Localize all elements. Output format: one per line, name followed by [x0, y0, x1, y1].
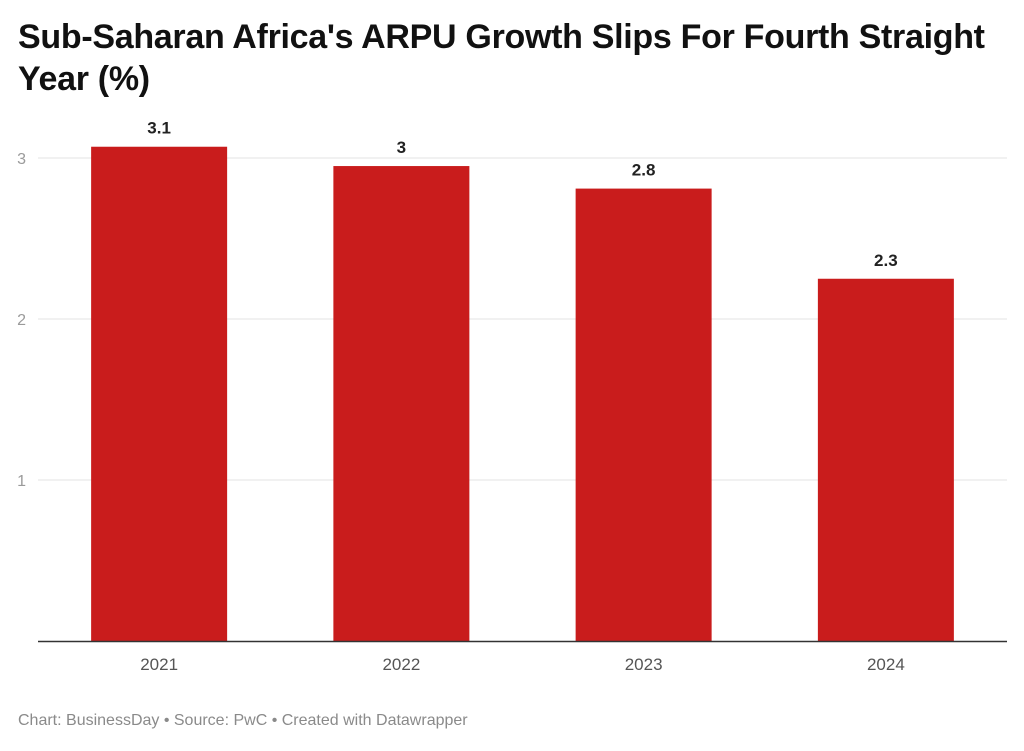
- bar-2024: [817, 278, 954, 641]
- y-tick-label: 3: [17, 151, 26, 168]
- bar-2023: [575, 188, 712, 641]
- data-label: 3: [397, 138, 406, 157]
- bar-2022: [333, 166, 470, 642]
- data-label: 3.1: [147, 119, 171, 138]
- data-label: 2.8: [632, 161, 656, 180]
- chart-title: Sub-Saharan Africa's ARPU Growth Slips F…: [18, 18, 985, 98]
- chart-footer: Chart: BusinessDay • Source: PwC • Creat…: [18, 712, 468, 729]
- x-tick-label: 2022: [382, 655, 420, 674]
- x-tick-label: 2023: [625, 655, 663, 674]
- bar-2021: [91, 146, 228, 642]
- data-label: 2.3: [874, 251, 898, 270]
- x-tick-label: 2021: [140, 655, 178, 674]
- y-tick-label: 1: [17, 473, 26, 490]
- y-tick-label: 2: [17, 312, 26, 329]
- x-tick-label: 2024: [867, 655, 905, 674]
